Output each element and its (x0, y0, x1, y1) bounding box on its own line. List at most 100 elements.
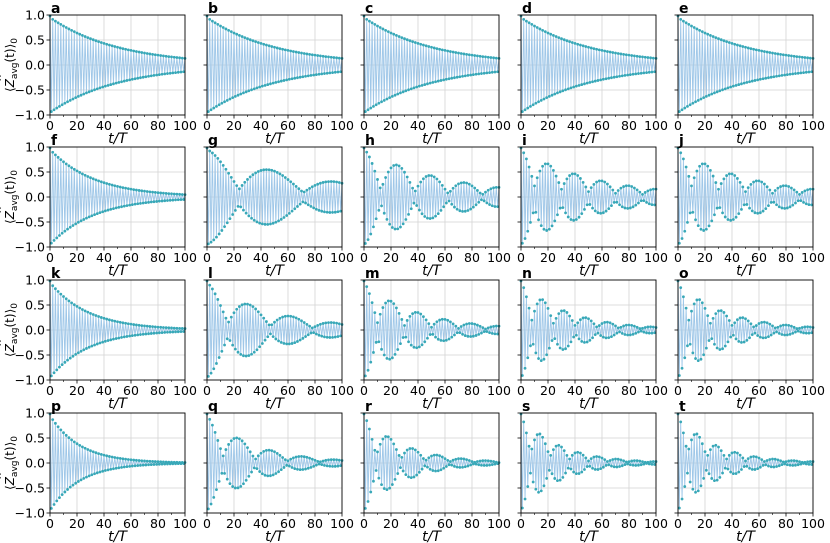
data-point (637, 72, 640, 75)
data-point (225, 477, 229, 481)
data-point (768, 188, 772, 192)
data-point (419, 453, 423, 457)
data-point (325, 335, 329, 339)
data-point (488, 203, 491, 206)
data-point (244, 478, 248, 482)
x-tick-label: 0 (517, 516, 525, 531)
data-point (587, 190, 590, 193)
data-point (611, 458, 615, 461)
data-point (278, 316, 282, 320)
data-point (252, 350, 256, 354)
data-point (741, 185, 745, 189)
data-point (520, 241, 524, 245)
data-point (485, 201, 489, 205)
data-point (761, 464, 765, 467)
data-point (293, 76, 297, 80)
data-point (166, 330, 169, 334)
data-point (366, 368, 370, 372)
data-point (397, 454, 401, 457)
data-point (788, 72, 792, 76)
data-point (599, 467, 603, 471)
x-tick-label: 20 (226, 250, 242, 265)
panel-label: m (365, 266, 380, 282)
data-point (581, 44, 585, 48)
data-point (333, 70, 337, 74)
data-point (370, 162, 374, 165)
data-point (321, 181, 325, 184)
data-point (694, 100, 697, 104)
x-tick-label: 60 (751, 383, 767, 398)
data-point (597, 179, 601, 183)
data-point (224, 448, 228, 451)
data-point (323, 210, 326, 214)
data-point (624, 323, 628, 327)
data-point (744, 459, 747, 463)
data-point (209, 371, 213, 375)
data-point (283, 458, 287, 462)
x-tick-label: 60 (437, 250, 453, 265)
data-point (91, 450, 95, 454)
y-tick-label: 0.5 (25, 33, 45, 48)
data-point (369, 232, 373, 236)
data-point (482, 71, 486, 75)
data-point (754, 179, 758, 183)
data-point (97, 315, 100, 318)
data-point (557, 181, 561, 184)
data-point (638, 190, 642, 194)
x-tick-label: 40 (410, 383, 426, 398)
data-point (388, 486, 392, 490)
data-point (382, 98, 386, 102)
data-point (331, 464, 334, 468)
data-point (631, 205, 635, 209)
data-point (696, 489, 700, 493)
data-point (293, 207, 297, 211)
data-point (765, 185, 769, 189)
data-point (492, 324, 495, 328)
data-point (612, 75, 616, 79)
data-point (221, 310, 225, 314)
data-point (208, 149, 212, 153)
data-point (466, 334, 470, 338)
data-point (51, 284, 55, 288)
data-point (466, 464, 470, 468)
data-point (377, 476, 381, 480)
data-point (337, 181, 341, 184)
data-point (248, 175, 252, 179)
data-point (560, 187, 563, 191)
data-point (450, 76, 454, 80)
data-point (174, 71, 177, 74)
data-point (325, 71, 329, 75)
data-point (148, 325, 152, 328)
data-point (449, 50, 452, 53)
data-point (531, 103, 535, 107)
data-point (520, 110, 524, 113)
data-point (176, 70, 180, 74)
data-point (286, 49, 290, 52)
data-point (627, 460, 631, 464)
data-point (141, 332, 145, 336)
data-point (148, 190, 152, 194)
data-point (114, 81, 118, 85)
data-point (324, 458, 328, 462)
x-tick-label: 0 (360, 383, 368, 398)
data-point (562, 309, 566, 313)
data-point (591, 466, 594, 470)
panel-label: i (522, 133, 527, 149)
x-tick-label: 40 (253, 118, 269, 133)
data-point (554, 174, 558, 178)
data-point (680, 366, 684, 370)
data-point (677, 374, 681, 377)
data-point (723, 344, 727, 348)
data-point (707, 339, 711, 342)
data-point (695, 169, 699, 173)
data-point (133, 464, 137, 468)
series-line (677, 147, 814, 244)
data-point (297, 455, 301, 458)
data-point (102, 316, 106, 320)
data-point (686, 471, 689, 475)
data-point (550, 339, 554, 342)
data-point (66, 100, 69, 104)
x-tick-label: 100 (173, 250, 197, 265)
